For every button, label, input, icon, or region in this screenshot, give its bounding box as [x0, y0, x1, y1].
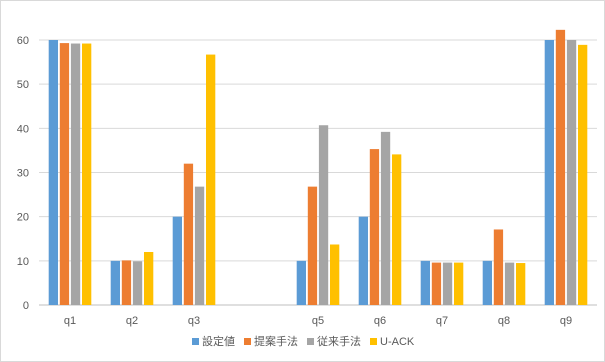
legend-label: 従来手法	[317, 334, 361, 348]
bar-q5-series-0	[296, 260, 306, 305]
bar-q9-series-1	[555, 29, 566, 305]
bar-q1-series-3	[82, 43, 92, 306]
bar-q3-series-3	[206, 54, 216, 306]
y-tick-label: 20	[17, 212, 29, 224]
bar-q1-series-0	[48, 40, 58, 305]
gridlines	[39, 39, 597, 306]
legend-label: U-ACK	[380, 336, 415, 348]
bar-q8-series-1	[493, 229, 504, 305]
legend-item: 設定値	[192, 334, 235, 348]
legend-swatch	[370, 338, 377, 345]
bar-q6-series-2	[380, 131, 391, 305]
bar-q6-series-1	[369, 149, 380, 305]
bar-q7-series-1	[431, 262, 442, 305]
bars	[48, 29, 588, 306]
bar-q2-series-2	[132, 261, 143, 305]
legend-item: U-ACK	[370, 336, 415, 348]
bar-q5-series-3	[330, 244, 340, 305]
bar-q5-series-2	[318, 125, 329, 305]
bar-q7-series-0	[420, 260, 430, 305]
bar-q7-series-3	[454, 262, 464, 305]
bar-q9-series-2	[566, 40, 577, 305]
bar-q8-series-0	[482, 260, 492, 305]
bar-q5-series-1	[307, 186, 318, 305]
x-tick-label: q6	[374, 315, 386, 327]
x-tick-label: q2	[126, 315, 138, 327]
bar-q2-series-3	[144, 252, 154, 305]
bar-q9-series-0	[544, 40, 554, 305]
legend-swatch	[307, 338, 314, 345]
bar-q9-series-3	[578, 44, 588, 305]
x-axis-ticks: q1 q2 q3 q5 q6 q7 q8 q9	[64, 315, 572, 327]
x-tick-label: q7	[436, 315, 448, 327]
legend-label: 提案手法	[254, 334, 298, 348]
bar-q6-series-3	[392, 154, 402, 305]
y-tick-label: 30	[17, 168, 29, 180]
y-tick-label: 0	[23, 300, 29, 312]
y-tick-label: 10	[17, 256, 29, 268]
bar-q2-series-0	[110, 260, 120, 305]
legend-item: 提案手法	[244, 334, 298, 348]
y-tick-label: 50	[17, 79, 29, 91]
bar-q7-series-2	[442, 262, 453, 305]
x-tick-label: q1	[64, 315, 76, 327]
y-tick-label: 40	[17, 123, 29, 135]
x-tick-label: q9	[560, 315, 572, 327]
legend-label: 設定値	[202, 334, 235, 348]
bar-q8-series-3	[516, 263, 526, 305]
bar-q3-series-1	[183, 163, 194, 305]
bar-q1-series-1	[59, 43, 70, 305]
bar-q2-series-1	[121, 260, 132, 305]
bar-q8-series-2	[504, 262, 515, 305]
bar-q6-series-0	[358, 216, 368, 305]
legend-item: 従来手法	[307, 334, 361, 348]
legend: 設定値 提案手法 従来手法 U-ACK	[192, 334, 415, 348]
legend-swatch	[244, 338, 251, 345]
y-axis-ticks: 0 10 20 30 40 50 60	[17, 35, 29, 312]
x-tick-label: q3	[188, 315, 200, 327]
x-tick-label: q5	[312, 315, 324, 327]
bar-q1-series-2	[70, 43, 81, 306]
bar-q3-series-0	[172, 216, 182, 305]
x-tick-label: q8	[498, 315, 510, 327]
legend-swatch	[192, 338, 199, 345]
y-tick-label: 60	[17, 35, 29, 47]
bar-q3-series-2	[194, 186, 205, 305]
